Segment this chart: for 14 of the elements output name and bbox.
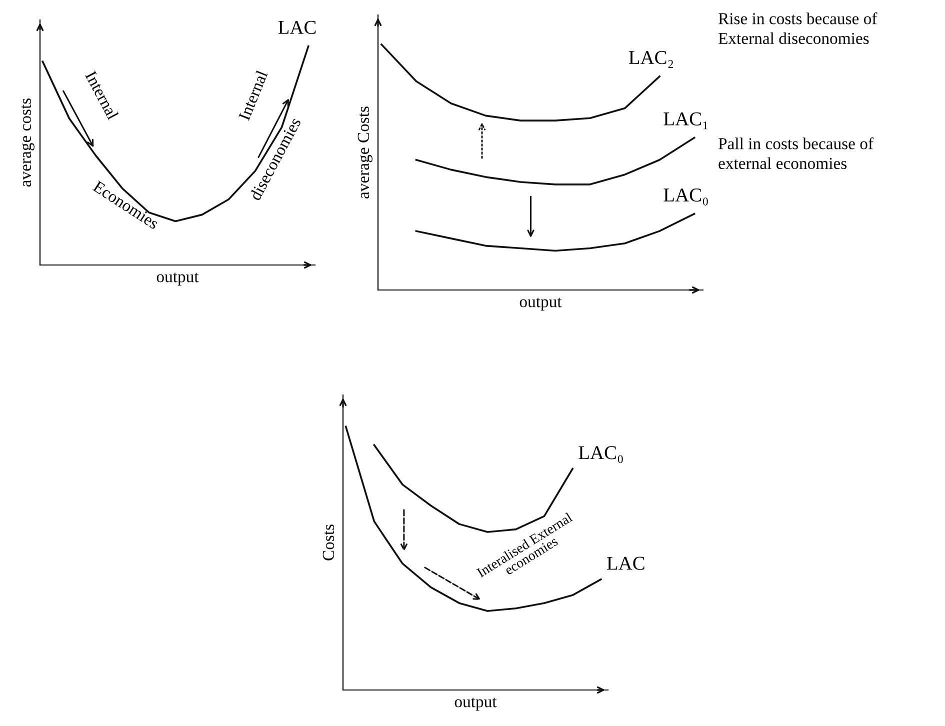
x-axis-title: output bbox=[454, 698, 497, 711]
x-axis-title: output bbox=[156, 272, 199, 286]
series-label: LAC bbox=[607, 556, 644, 570]
text: Rise in costs because of External diseconomies bbox=[718, 12, 878, 44]
y-axis-title: average Costs bbox=[358, 106, 372, 198]
series-label: LAC₀ bbox=[664, 188, 708, 206]
series-label: LAC₂ bbox=[628, 51, 673, 68]
series-label: LAC₁ bbox=[664, 112, 708, 130]
y-axis-title: average costs bbox=[21, 98, 34, 187]
series-label: LAC₀ bbox=[578, 446, 623, 464]
x-axis-title: output bbox=[520, 298, 562, 311]
y-axis-title: Costs bbox=[322, 524, 334, 560]
text: Pall in costs because of external economies bbox=[718, 137, 874, 170]
series-label: LAC bbox=[278, 20, 316, 34]
